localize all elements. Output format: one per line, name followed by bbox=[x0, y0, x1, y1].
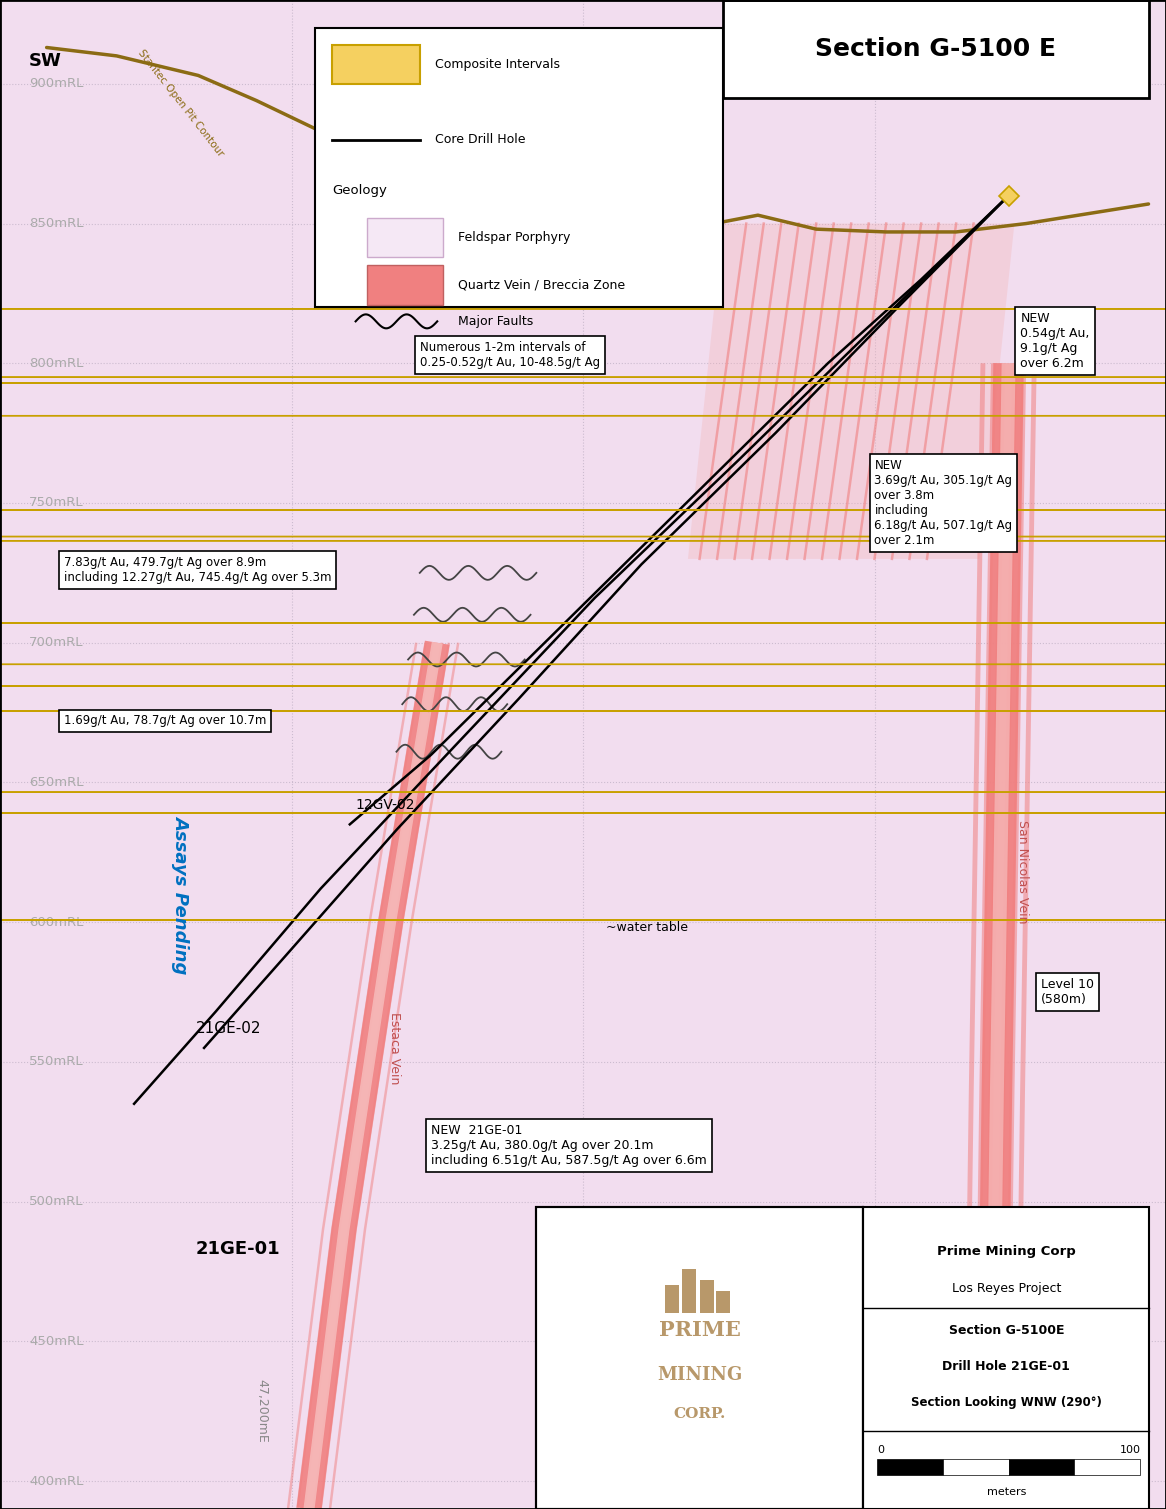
Text: 1.69g/t Au, 78.7g/t Ag over 10.7m: 1.69g/t Au, 78.7g/t Ag over 10.7m bbox=[64, 714, 267, 727]
Bar bbox=[863, 1207, 1149, 1509]
Bar bbox=[315, 29, 723, 308]
Text: Estaca Vein: Estaca Vein bbox=[387, 1011, 401, 1083]
Bar bbox=[942, 1459, 1009, 1476]
Text: Major Faults: Major Faults bbox=[458, 315, 534, 327]
Text: 21GE-02: 21GE-02 bbox=[196, 1022, 261, 1035]
Polygon shape bbox=[688, 223, 1014, 558]
Bar bbox=[1009, 1459, 1075, 1476]
Text: 850mRL: 850mRL bbox=[29, 217, 84, 229]
Text: Assays Pending: Assays Pending bbox=[171, 815, 190, 973]
Text: Stantec Open Pit Contour: Stantec Open Pit Contour bbox=[136, 48, 225, 158]
Text: Section Looking WNW (290°): Section Looking WNW (290°) bbox=[911, 1396, 1102, 1409]
Text: SW: SW bbox=[29, 53, 62, 71]
Text: 12GV-02: 12GV-02 bbox=[356, 798, 415, 812]
Bar bbox=[682, 1269, 696, 1313]
Bar bbox=[665, 1286, 679, 1313]
Bar bbox=[1075, 1459, 1140, 1476]
Text: NEW
3.69g/t Au, 305.1g/t Ag
over 3.8m
including
6.18g/t Au, 507.1g/t Ag
over 2.1: NEW 3.69g/t Au, 305.1g/t Ag over 3.8m in… bbox=[874, 459, 1012, 546]
Bar bbox=[367, 266, 443, 305]
Bar bbox=[536, 1207, 863, 1509]
Text: Geology: Geology bbox=[332, 184, 387, 196]
Text: meters: meters bbox=[986, 1488, 1026, 1497]
Text: CORP.: CORP. bbox=[674, 1406, 725, 1421]
Bar bbox=[877, 1459, 942, 1476]
Bar bbox=[332, 45, 420, 85]
Text: 450mRL: 450mRL bbox=[29, 1335, 84, 1348]
Text: Quartz Vein / Breccia Zone: Quartz Vein / Breccia Zone bbox=[458, 279, 625, 291]
Text: MINING: MINING bbox=[656, 1366, 743, 1384]
Text: 800mRL: 800mRL bbox=[29, 356, 84, 370]
Bar bbox=[367, 217, 443, 257]
Bar bbox=[536, 1207, 1149, 1509]
Text: Section G-5100 E: Section G-5100 E bbox=[815, 36, 1056, 60]
Text: Level 10
(580m): Level 10 (580m) bbox=[1041, 978, 1094, 1007]
Bar bbox=[700, 1280, 714, 1313]
Text: 900mRL: 900mRL bbox=[29, 77, 84, 91]
Text: Drill Hole 21GE-01: Drill Hole 21GE-01 bbox=[942, 1360, 1070, 1373]
Text: Core Drill Hole: Core Drill Hole bbox=[435, 133, 526, 146]
Text: Composite Intervals: Composite Intervals bbox=[435, 57, 560, 71]
Text: 750mRL: 750mRL bbox=[29, 496, 84, 510]
Text: Numerous 1-2m intervals of
0.25-0.52g/t Au, 10-48.5g/t Ag: Numerous 1-2m intervals of 0.25-0.52g/t … bbox=[420, 341, 599, 368]
Text: Prime Mining Corp: Prime Mining Corp bbox=[937, 1245, 1075, 1259]
Text: PRIME: PRIME bbox=[659, 1320, 740, 1340]
Text: San Nicolas Vein: San Nicolas Vein bbox=[1016, 819, 1030, 924]
Bar bbox=[723, 0, 1149, 98]
Text: 21GE-01: 21GE-01 bbox=[196, 1240, 281, 1259]
Text: NEW  21GE-01
3.25g/t Au, 380.0g/t Ag over 20.1m
including 6.51g/t Au, 587.5g/t A: NEW 21GE-01 3.25g/t Au, 380.0g/t Ag over… bbox=[431, 1124, 707, 1168]
Text: Los Reyes Project: Los Reyes Project bbox=[951, 1281, 1061, 1295]
Text: 7.83g/t Au, 479.7g/t Ag over 8.9m
including 12.27g/t Au, 745.4g/t Ag over 5.3m: 7.83g/t Au, 479.7g/t Ag over 8.9m includ… bbox=[64, 557, 331, 584]
Text: ~water table: ~water table bbox=[606, 922, 688, 934]
Text: 400mRL: 400mRL bbox=[29, 1474, 84, 1488]
Text: 47,200mE: 47,200mE bbox=[255, 1379, 269, 1443]
Bar bbox=[716, 1292, 730, 1313]
Text: Feldspar Porphyry: Feldspar Porphyry bbox=[458, 231, 570, 244]
Text: 650mRL: 650mRL bbox=[29, 776, 84, 789]
Text: NEW
0.54g/t Au,
9.1g/t Ag
over 6.2m: NEW 0.54g/t Au, 9.1g/t Ag over 6.2m bbox=[1020, 312, 1089, 370]
Text: 550mRL: 550mRL bbox=[29, 1055, 84, 1068]
Text: 100: 100 bbox=[1119, 1446, 1140, 1455]
Text: 500mRL: 500mRL bbox=[29, 1195, 84, 1209]
Text: Section G-5100E: Section G-5100E bbox=[948, 1323, 1065, 1337]
Text: NE: NE bbox=[1107, 53, 1133, 71]
Text: 700mRL: 700mRL bbox=[29, 637, 84, 649]
Text: 600mRL: 600mRL bbox=[29, 916, 84, 928]
Text: 0: 0 bbox=[877, 1446, 884, 1455]
